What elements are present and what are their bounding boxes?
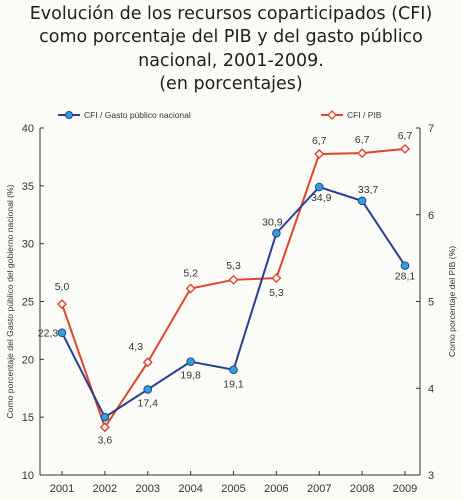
y-right-tick-label: 5 xyxy=(428,297,434,309)
series-point-cfi-pib xyxy=(271,273,282,284)
data-label-cfi-gasto: 34,9 xyxy=(311,192,332,204)
series-point-cfi-gasto xyxy=(314,182,324,192)
series-point-cfi-pib xyxy=(357,148,368,159)
series-point-cfi-gasto xyxy=(143,385,153,394)
x-tick-label: 2009 xyxy=(393,483,417,495)
x-tick-label: 2001 xyxy=(50,483,74,495)
data-label-cfi-pib: 5,2 xyxy=(183,267,198,279)
y-left-tick-label: 30 xyxy=(22,239,34,251)
series-point-cfi-gasto xyxy=(186,357,195,366)
y-left-tick-label: 35 xyxy=(22,181,34,193)
y-axis-right-title: Como porcentaje del PIB (%) xyxy=(447,246,457,357)
data-label-cfi-pib: 3,6 xyxy=(98,434,113,446)
data-label-cfi-gasto: 33,7 xyxy=(358,184,379,196)
data-label-cfi-pib: 6,7 xyxy=(398,130,413,142)
y-right-tick-label: 7 xyxy=(428,123,434,135)
series-point-cfi-gasto xyxy=(272,228,281,238)
axes: 10 15 20 25 30 35 40 3 4 5 6 7 2001 2002 2003 2004 2005 2… xyxy=(5,123,457,495)
data-label-cfi-gasto: 19,8 xyxy=(180,370,201,382)
series-point-cfi-gasto xyxy=(100,412,110,422)
x-tick-label: 2004 xyxy=(178,483,202,495)
x-tick-label: 2002 xyxy=(93,483,117,495)
legend: CFI / Gasto público nacional CFI / PIB xyxy=(58,110,382,120)
series-layer: 22,3 17,4 19,8 19,1 30,9 34,9 33,7 28,1 5,0 3,6 4,… xyxy=(38,130,416,446)
x-tick-label: 2007 xyxy=(307,483,331,495)
legend-marker-cfi-pib xyxy=(327,110,337,120)
y-left-tick-label: 40 xyxy=(22,123,34,135)
chart-title-line-2: como porcentaje del PIB y del gasto públ… xyxy=(39,27,423,47)
legend-label-cfi-gasto: CFI / Gasto público nacional xyxy=(84,110,191,120)
data-label-cfi-pib: 5,0 xyxy=(55,281,70,293)
chart-title-line-1: Evolución de los recursos coparticipados… xyxy=(29,4,433,24)
chart-title-line-4: (en porcentajes) xyxy=(159,74,303,94)
series-point-cfi-pib xyxy=(99,422,110,433)
legend-marker-cfi-gasto xyxy=(65,111,73,119)
y-right-tick-label: 3 xyxy=(428,470,434,482)
series-point-cfi-pib xyxy=(400,143,410,154)
series-point-cfi-pib xyxy=(57,299,67,310)
data-label-cfi-gasto: 17,4 xyxy=(138,397,159,409)
x-tick-label: 2003 xyxy=(136,483,160,495)
data-label-cfi-pib: 5,3 xyxy=(269,287,284,299)
y-left-tick-label: 10 xyxy=(22,470,34,482)
series-point-cfi-gasto xyxy=(400,261,410,270)
legend-label-cfi-pib: CFI / PIB xyxy=(347,110,382,120)
y-axis-left-title: Como porcentaje del Gasto público del go… xyxy=(5,184,15,418)
x-tick-label: 2005 xyxy=(221,483,245,495)
data-label-cfi-pib: 6,7 xyxy=(312,135,327,147)
data-label-cfi-gasto: 30,9 xyxy=(262,216,283,228)
x-tick-label: 2008 xyxy=(350,483,374,495)
series-point-cfi-pib xyxy=(314,149,325,160)
y-left-tick-label: 25 xyxy=(22,297,34,309)
series-point-cfi-pib xyxy=(185,283,196,294)
x-tick-label: 2006 xyxy=(264,483,288,495)
data-label-cfi-gasto: 28,1 xyxy=(395,271,416,283)
y-left-tick-label: 20 xyxy=(22,354,34,366)
data-label-cfi-pib: 4,3 xyxy=(128,341,143,353)
y-right-tick-label: 4 xyxy=(428,383,434,395)
series-point-cfi-gasto xyxy=(57,328,67,338)
series-point-cfi-pib xyxy=(142,357,153,368)
series-point-cfi-gasto xyxy=(229,365,238,375)
series-point-cfi-pib xyxy=(228,274,239,285)
data-label-cfi-gasto: 19,1 xyxy=(223,379,244,391)
data-label-cfi-pib: 6,7 xyxy=(355,134,370,146)
data-label-cfi-gasto: 22,3 xyxy=(38,328,59,340)
y-left-tick-label: 15 xyxy=(22,412,34,424)
chart-title-line-3: nacional, 2001-2009. xyxy=(138,51,324,71)
data-label-cfi-pib: 5,3 xyxy=(226,260,241,272)
series-point-cfi-gasto xyxy=(357,196,367,206)
y-right-tick-label: 6 xyxy=(428,210,434,222)
